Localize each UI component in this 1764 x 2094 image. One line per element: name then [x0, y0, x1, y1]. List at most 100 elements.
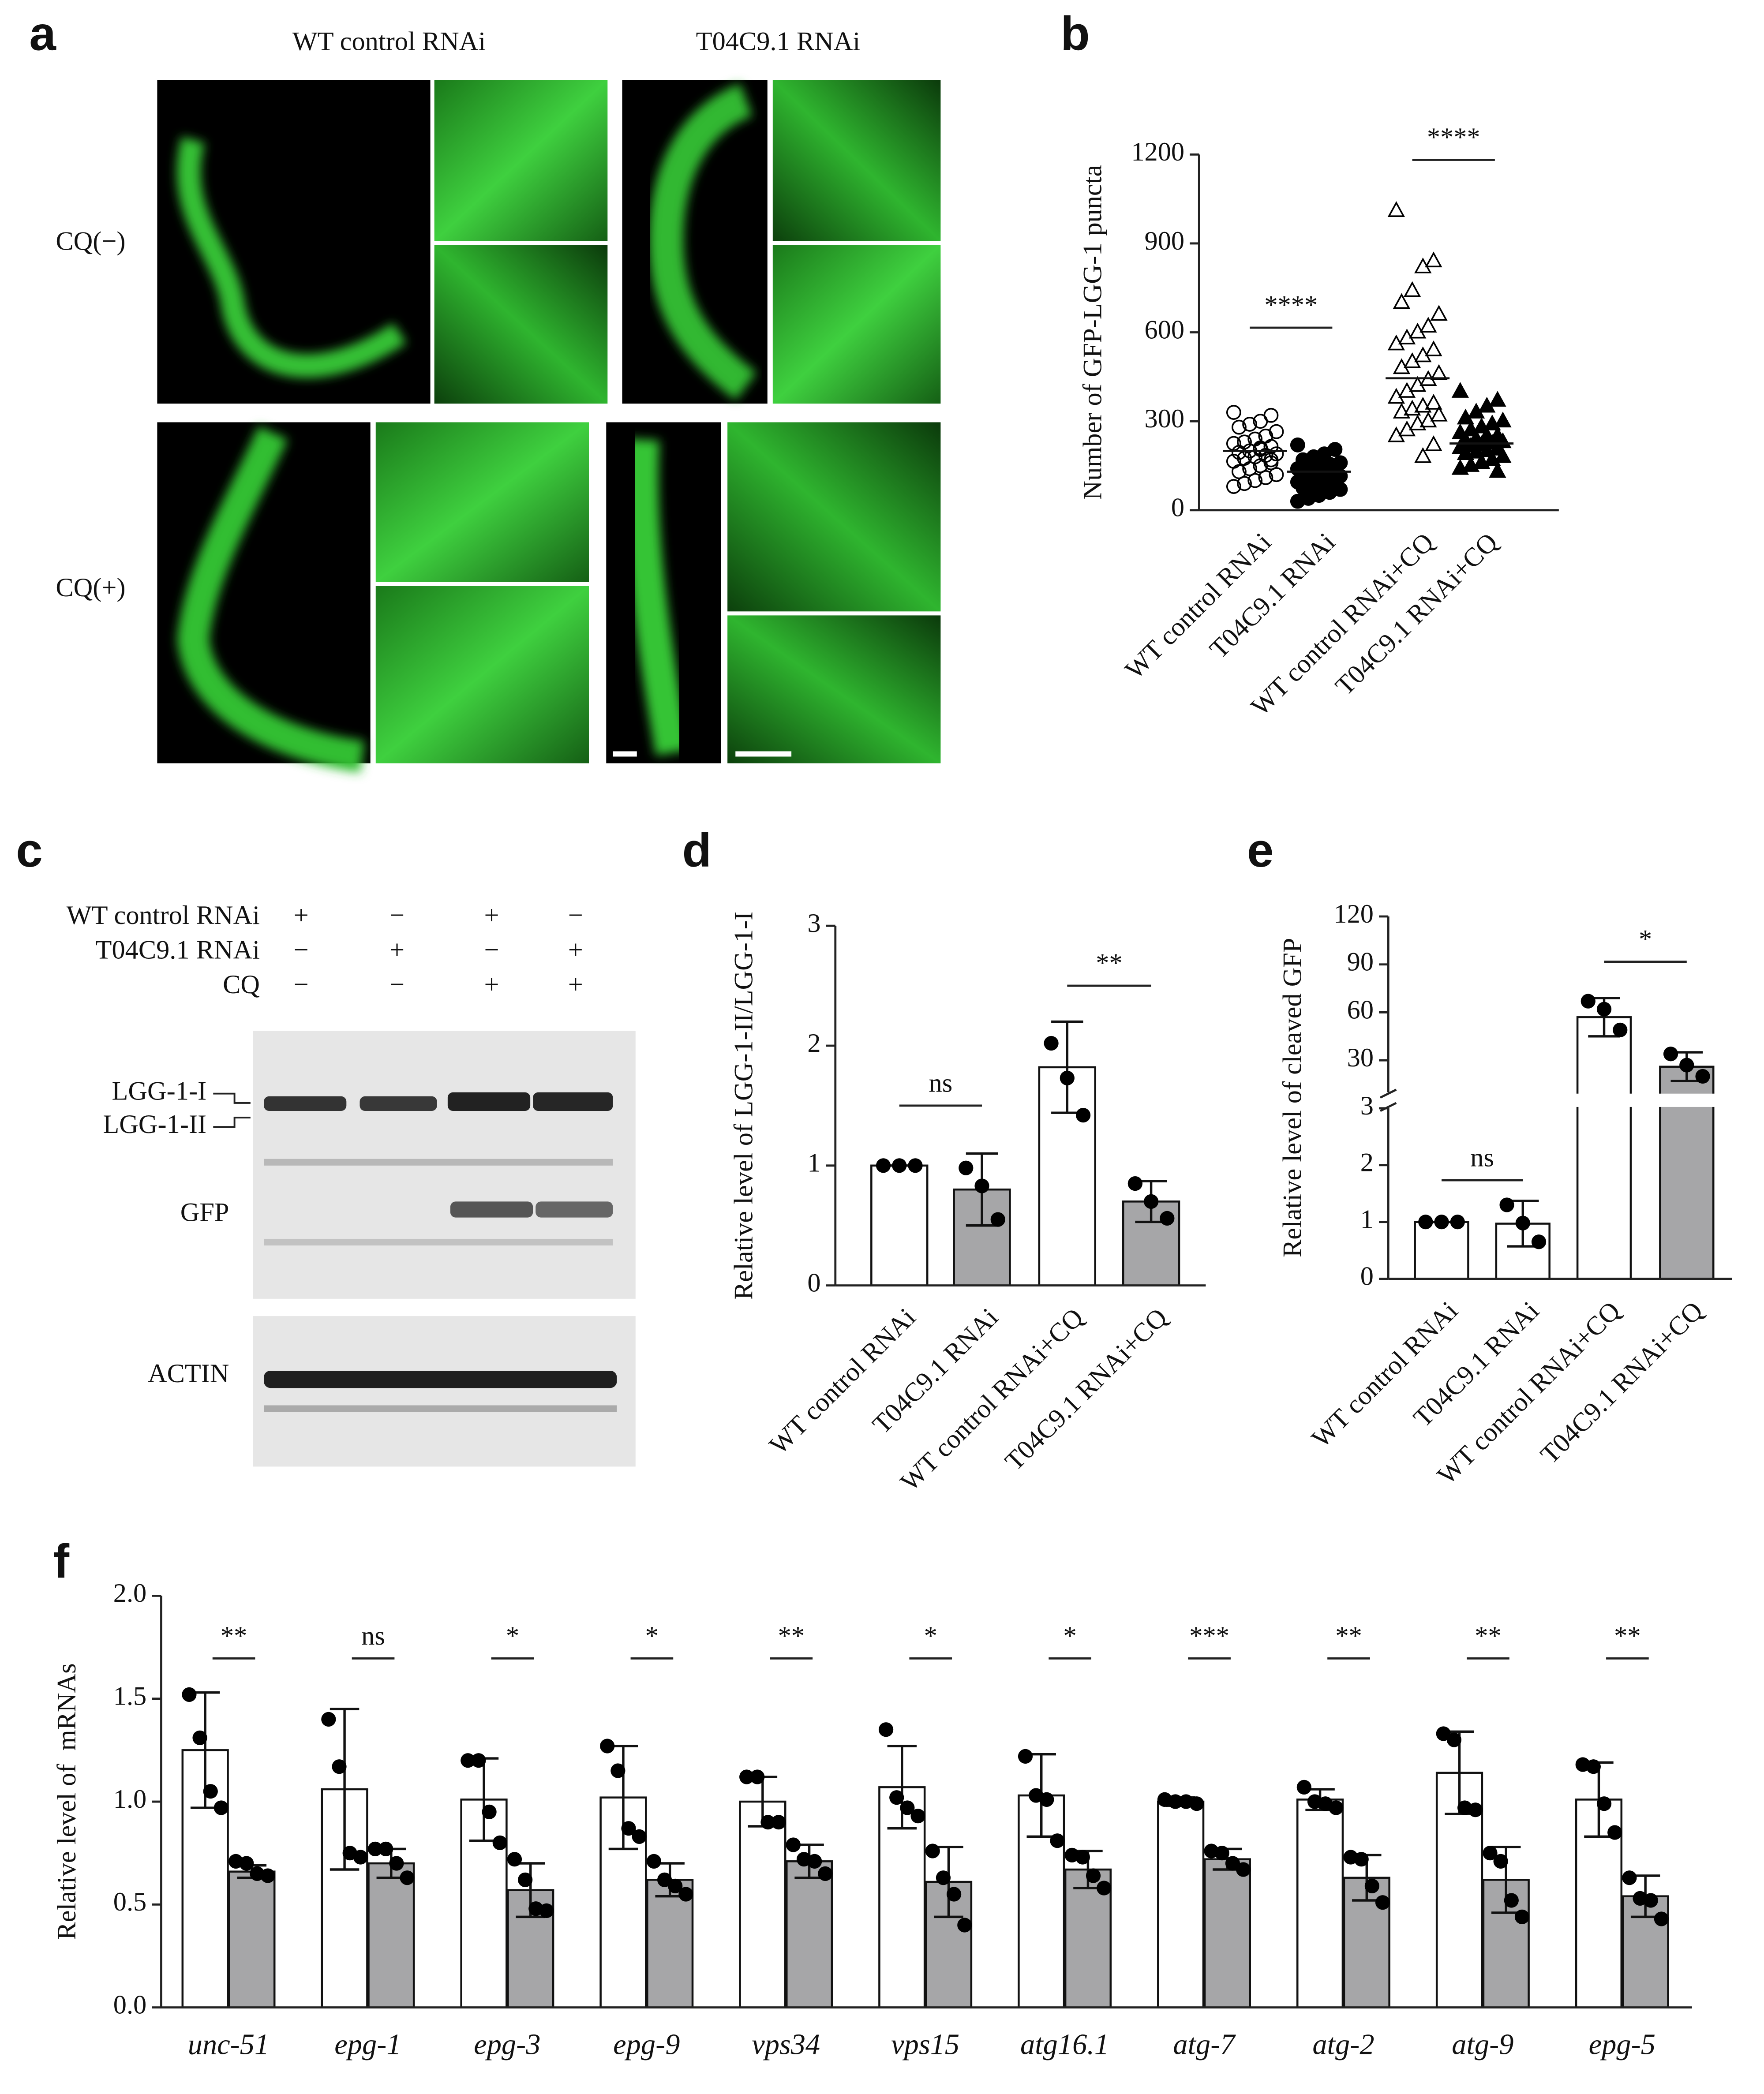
- y-tick-label: 0.0: [113, 1990, 147, 2020]
- x-tick-label: atg-2: [1312, 2029, 1374, 2061]
- x-tick-label: WT control RNAi: [1306, 1296, 1464, 1453]
- band-bracket: [213, 1092, 251, 1128]
- data-point: [1418, 1215, 1433, 1230]
- data-point: [1430, 364, 1448, 380]
- data-point: [1596, 1002, 1612, 1017]
- y-tick-label: 1.0: [113, 1784, 147, 1814]
- significance-label: ****: [1427, 123, 1480, 152]
- condition-label: T04C9.1 RNAi: [96, 935, 260, 965]
- y-tick-label: 2.0: [113, 1578, 147, 1608]
- condition-label: CQ: [223, 970, 260, 999]
- bar: [739, 1800, 786, 2008]
- data-point: [959, 1160, 974, 1175]
- significance-label: *: [506, 1621, 519, 1651]
- data-point: [1425, 251, 1442, 268]
- data-point: [321, 1712, 336, 1727]
- y-tick-label: 900: [1145, 226, 1185, 256]
- error-bar: [887, 1745, 917, 1830]
- data-point: [668, 1878, 683, 1893]
- data-point: [1457, 408, 1475, 425]
- data-point: [936, 1870, 951, 1885]
- worm: [176, 137, 407, 378]
- data-point: [367, 1841, 383, 1856]
- data-point: [482, 1804, 497, 1819]
- y-tick-label: 30: [1347, 1043, 1374, 1073]
- data-point: [1387, 426, 1405, 442]
- y-tick-label: 0.5: [113, 1887, 147, 1917]
- data-point: [1451, 459, 1469, 475]
- column-label: WT control RNAi: [292, 27, 486, 56]
- data-point: [1450, 1215, 1465, 1230]
- data-point: [1242, 416, 1258, 432]
- data-point: [1160, 1211, 1175, 1226]
- data-point: [1296, 1780, 1311, 1795]
- band: [264, 1096, 347, 1111]
- data-point: [1409, 415, 1427, 430]
- x-tick-label: atg16.1: [1020, 2029, 1109, 2061]
- data-point: [1247, 473, 1263, 488]
- data-point: [1387, 201, 1405, 217]
- x-tick-label: epg-9: [613, 2029, 680, 2061]
- data-point: [1494, 447, 1512, 463]
- band: [264, 1238, 613, 1246]
- data-point: [1409, 322, 1427, 339]
- lane-sign: −: [390, 901, 404, 930]
- data-point: [239, 1856, 254, 1871]
- data-point: [1663, 1047, 1678, 1062]
- lane-sign: +: [568, 935, 583, 965]
- data-point: [400, 1870, 415, 1885]
- axis-break: [1380, 1088, 1397, 1112]
- panel-label: a: [29, 7, 56, 60]
- lane-sign: +: [390, 935, 404, 965]
- significance-label: **: [221, 1621, 247, 1651]
- data-point: [1189, 1796, 1204, 1811]
- data-point: [1607, 1825, 1622, 1840]
- data-point: [1269, 467, 1284, 482]
- lane-sign: −: [390, 970, 404, 999]
- data-point: [1290, 494, 1305, 509]
- data-point: [1467, 403, 1485, 419]
- data-point: [910, 1809, 925, 1824]
- data-point: [1493, 1854, 1508, 1869]
- data-point: [1393, 358, 1411, 374]
- data-point: [1478, 396, 1496, 413]
- data-point: [610, 1763, 625, 1778]
- y-tick-label: 1: [807, 1148, 820, 1178]
- y-tick-label: 0: [1171, 493, 1184, 523]
- data-point: [389, 1856, 404, 1871]
- data-point: [957, 1918, 972, 1933]
- band: [360, 1096, 437, 1111]
- data-point: [213, 1800, 229, 1815]
- significance-label: *: [1639, 924, 1652, 954]
- significance-label: **: [1335, 1621, 1362, 1651]
- data-point: [1457, 444, 1475, 460]
- row-label: CQ(−): [56, 227, 125, 256]
- image-inset: [727, 615, 941, 763]
- significance-label: **: [1096, 949, 1122, 978]
- y-axis-label: Relative level of LGG-1-II/LGG-1-I: [729, 912, 758, 1300]
- data-point: [1489, 391, 1506, 407]
- panel-label: b: [1060, 7, 1090, 60]
- data-point: [1478, 426, 1496, 442]
- data-point: [1425, 435, 1442, 451]
- panel-label: d: [682, 824, 711, 877]
- panel-label: f: [53, 1535, 70, 1589]
- data-point: [1499, 1197, 1514, 1212]
- data-point: [1414, 257, 1432, 273]
- data-point: [1514, 1909, 1530, 1924]
- y-tick-label: 2: [1360, 1148, 1374, 1178]
- data-point: [1236, 1862, 1251, 1877]
- y-tick-label: 120: [1333, 899, 1374, 929]
- bar: [785, 1860, 833, 2008]
- data-point: [1643, 1893, 1658, 1908]
- lane-sign: −: [484, 935, 499, 965]
- significance-label: ****: [1264, 291, 1318, 320]
- data-point: [378, 1841, 393, 1856]
- y-tick-label: 600: [1145, 315, 1185, 344]
- panel-label: c: [16, 824, 42, 877]
- lane-sign: +: [484, 970, 499, 999]
- bar: [870, 1164, 929, 1286]
- data-point: [678, 1887, 693, 1902]
- data-point: [182, 1687, 197, 1702]
